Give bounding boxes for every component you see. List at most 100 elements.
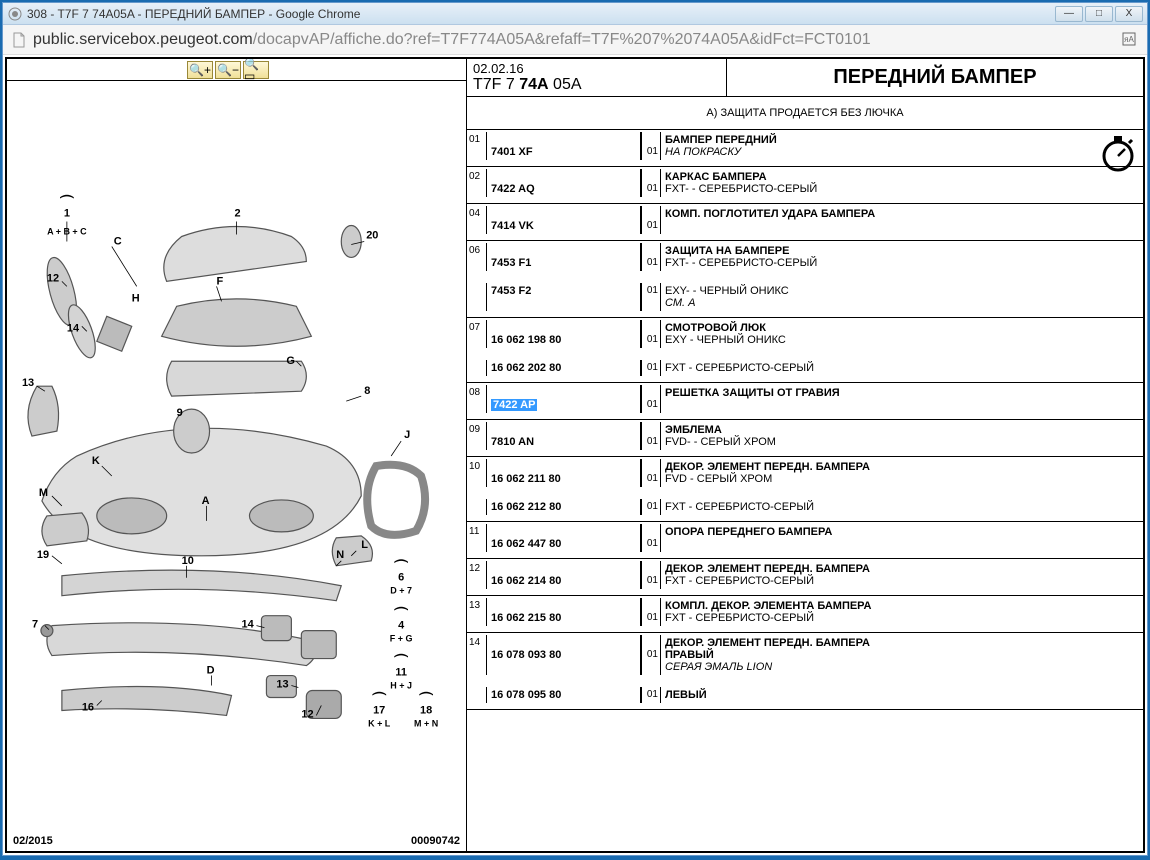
part-number[interactable]: 16 078 095 80 <box>487 687 641 703</box>
header-date: 02.02.16 <box>473 61 720 76</box>
part-qty: 01 <box>641 243 661 271</box>
url-path: /docapvAP/affiche.do?ref=T7F774A05A&refa… <box>253 31 871 48</box>
page-icon <box>11 32 27 48</box>
part-group[interactable]: 017401 XF01БАМПЕР ПЕРЕДНИЙНА ПОКРАСКУ <box>467 130 1143 167</box>
header-title: ПЕРЕДНИЙ БАМПЕР <box>833 66 1036 89</box>
stopwatch-icon[interactable] <box>1097 132 1139 177</box>
part-qty: 01 <box>641 385 661 413</box>
svg-text:G: G <box>286 355 295 367</box>
part-group[interactable]: 1116 062 447 8001ОПОРА ПЕРЕДНЕГО БАМПЕРА <box>467 522 1143 559</box>
svg-text:13: 13 <box>276 679 288 691</box>
part-desc: ДЕКОР. ЭЛЕМЕНТ ПЕРЕДН. БАМПЕРАFXT - СЕРЕ… <box>661 561 1143 589</box>
svg-text:H + J: H + J <box>390 681 412 691</box>
svg-text:19: 19 <box>37 549 49 561</box>
part-group[interactable]: 087422 AP01РЕШЕТКА ЗАЩИТЫ ОТ ГРАВИЯ <box>467 383 1143 420</box>
svg-text:⏜: ⏜ <box>59 194 74 211</box>
part-number[interactable]: 7422 AQ <box>487 169 641 197</box>
part-number[interactable]: 16 062 211 80 <box>487 459 641 487</box>
part-qty: 01 <box>641 561 661 589</box>
diagram-date: 02/2015 <box>13 835 53 847</box>
part-number[interactable]: 7453 F1 <box>487 243 641 271</box>
part-desc: КОМП. ПОГЛОТИТЕЛ УДАРА БАМПЕРА <box>661 206 1143 234</box>
svg-text:H: H <box>132 292 140 304</box>
part-desc: ЛЕВЫЙ <box>661 687 1143 703</box>
svg-text:13: 13 <box>22 377 34 389</box>
part-group[interactable]: 1016 062 211 8001ДЕКОР. ЭЛЕМЕНТ ПЕРЕДН. … <box>467 457 1143 522</box>
svg-text:F: F <box>217 275 224 287</box>
part-qty: 01 <box>641 360 661 376</box>
svg-text:20: 20 <box>366 229 378 241</box>
svg-text:⏜: ⏜ <box>371 690 386 707</box>
part-num: 12 <box>467 561 487 589</box>
part-num <box>467 360 487 376</box>
part-group[interactable]: 067453 F101ЗАЩИТА НА БАМПЕРЕFXT- - СЕРЕБ… <box>467 241 1143 318</box>
part-qty: 01 <box>641 422 661 450</box>
part-num: 09 <box>467 422 487 450</box>
svg-text:⏜: ⏜ <box>393 653 408 670</box>
part-number[interactable]: 16 062 212 80 <box>487 499 641 515</box>
part-desc: РЕШЕТКА ЗАЩИТЫ ОТ ГРАВИЯ <box>661 385 1143 413</box>
zoom-out-button[interactable]: 🔍− <box>215 61 241 79</box>
part-desc: FXT - СЕРЕБРИСТО-СЕРЫЙ <box>661 360 1143 376</box>
svg-text:D + 7: D + 7 <box>390 586 412 596</box>
part-group[interactable]: 097810 AN01ЭМБЛЕМАFVD- - СЕРЫЙ ХРОМ <box>467 420 1143 457</box>
addressbar[interactable]: public.servicebox.peugeot.com/docapvAP/a… <box>3 25 1147 55</box>
part-num <box>467 283 487 311</box>
part-num: 01 <box>467 132 487 160</box>
settings-icon[interactable]: яA <box>1121 31 1139 49</box>
part-group[interactable]: 1316 062 215 8001КОМПЛ. ДЕКОР. ЭЛЕМЕНТА … <box>467 596 1143 633</box>
part-qty: 01 <box>641 169 661 197</box>
parts-header: 02.02.16 T7F 7 74A 05A ПЕРЕДНИЙ БАМПЕР <box>467 59 1143 97</box>
window-buttons: — □ X <box>1055 6 1143 22</box>
diagram-code: 00090742 <box>411 835 460 847</box>
zoom-area-button[interactable]: 🔍▭ <box>243 61 269 79</box>
svg-text:N: N <box>336 549 344 561</box>
part-group[interactable]: 047414 VK01КОМП. ПОГЛОТИТЕЛ УДАРА БАМПЕР… <box>467 204 1143 241</box>
diagram-panel: 🔍+ 🔍− 🔍▭ <box>7 59 467 851</box>
svg-text:⏜: ⏜ <box>393 558 408 575</box>
part-number[interactable]: 16 062 215 80 <box>487 598 641 626</box>
part-group[interactable]: 027422 AQ01КАРКАС БАМПЕРАFXT- - СЕРЕБРИС… <box>467 167 1143 204</box>
part-num: 07 <box>467 320 487 348</box>
part-qty: 01 <box>641 206 661 234</box>
close-button[interactable]: X <box>1115 6 1143 22</box>
part-qty: 01 <box>641 687 661 703</box>
part-num: 04 <box>467 206 487 234</box>
maximize-button[interactable]: □ <box>1085 6 1113 22</box>
part-group[interactable]: 1216 062 214 8001ДЕКОР. ЭЛЕМЕНТ ПЕРЕДН. … <box>467 559 1143 596</box>
part-number[interactable]: 7414 VK <box>487 206 641 234</box>
part-group[interactable]: 0716 062 198 8001СМОТРОВОЙ ЛЮКEXY - ЧЕРН… <box>467 318 1143 383</box>
svg-text:F + G: F + G <box>390 634 413 644</box>
part-num: 13 <box>467 598 487 626</box>
part-number[interactable]: 7401 XF <box>487 132 641 160</box>
part-number[interactable]: 16 062 214 80 <box>487 561 641 589</box>
parts-list[interactable]: 017401 XF01БАМПЕР ПЕРЕДНИЙНА ПОКРАСКУ027… <box>467 130 1143 851</box>
minimize-button[interactable]: — <box>1055 6 1083 22</box>
svg-text:A: A <box>202 495 210 507</box>
zoom-in-button[interactable]: 🔍+ <box>187 61 213 79</box>
svg-text:J: J <box>404 429 410 441</box>
part-qty: 01 <box>641 499 661 515</box>
header-title-cell: ПЕРЕДНИЙ БАМПЕР <box>727 59 1143 96</box>
part-number[interactable]: 7422 AP <box>487 385 641 413</box>
parts-panel: 02.02.16 T7F 7 74A 05A ПЕРЕДНИЙ БАМПЕР A… <box>467 59 1143 851</box>
part-number[interactable]: 7810 AN <box>487 422 641 450</box>
part-desc: EXY- - ЧЕРНЫЙ ОНИКССМ. A <box>661 283 1143 311</box>
part-number[interactable]: 16 062 447 80 <box>487 524 641 552</box>
part-number[interactable]: 16 062 198 80 <box>487 320 641 348</box>
part-number[interactable]: 7453 F2 <box>487 283 641 311</box>
part-num: 14 <box>467 635 487 675</box>
svg-text:M + N: M + N <box>414 718 438 728</box>
svg-text:7: 7 <box>32 619 38 631</box>
part-group[interactable]: 1416 078 093 8001ДЕКОР. ЭЛЕМЕНТ ПЕРЕДН. … <box>467 633 1143 710</box>
part-number[interactable]: 16 062 202 80 <box>487 360 641 376</box>
svg-text:D: D <box>207 665 215 677</box>
window-title: 308 - T7F 7 74A05A - ПЕРЕДНИЙ БАМПЕР - G… <box>27 7 1055 21</box>
part-number[interactable]: 16 078 093 80 <box>487 635 641 675</box>
part-desc: ДЕКОР. ЭЛЕМЕНТ ПЕРЕДН. БАМПЕРАПРАВЫЙСЕРА… <box>661 635 1143 675</box>
part-desc: КАРКАС БАМПЕРАFXT- - СЕРЕБРИСТО-СЕРЫЙ <box>661 169 1143 197</box>
part-num <box>467 499 487 515</box>
svg-text:C: C <box>114 235 122 247</box>
header-note: A) ЗАЩИТА ПРОДАЕТСЯ БЕЗ ЛЮЧКА <box>467 97 1143 130</box>
parts-diagram[interactable]: 1 ⏜ A + B + C C 2 20 12 H F 14 G 13 9 8 <box>7 81 466 851</box>
